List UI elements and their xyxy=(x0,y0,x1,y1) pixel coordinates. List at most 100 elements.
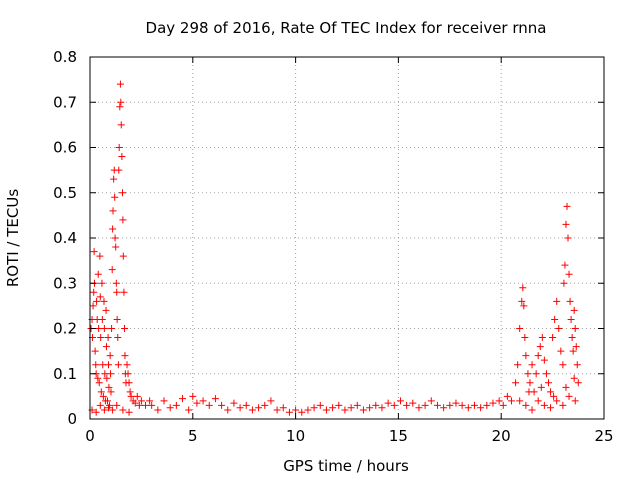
data-point-70 xyxy=(125,379,133,387)
data-point-20 xyxy=(98,279,106,287)
data-point-18 xyxy=(97,334,105,342)
data-point-63 xyxy=(120,288,128,296)
x-tick-label-1: 5 xyxy=(188,427,198,445)
data-point-116 xyxy=(310,404,318,412)
data-point-111 xyxy=(279,404,287,412)
data-point-50 xyxy=(113,315,121,323)
data-point-95 xyxy=(185,406,193,414)
data-point-57 xyxy=(117,98,125,106)
data-point-147 xyxy=(499,401,507,409)
data-point-205 xyxy=(570,374,578,382)
data-point-52 xyxy=(114,361,122,369)
data-point-96 xyxy=(189,392,197,400)
data-point-149 xyxy=(507,397,515,405)
x-tick-label-3: 15 xyxy=(389,427,408,445)
y-tick-label-2: 0.2 xyxy=(53,320,77,338)
x-tick-labels: 0 5 10 15 20 25 xyxy=(85,427,613,445)
data-point-100 xyxy=(211,395,219,403)
data-point-71 xyxy=(126,388,134,396)
data-point-4 xyxy=(90,288,98,296)
x-tick-label-5: 25 xyxy=(594,427,613,445)
data-point-55 xyxy=(116,103,124,111)
data-point-30 xyxy=(103,374,111,382)
data-point-43 xyxy=(110,175,118,183)
data-point-84 xyxy=(105,404,113,412)
data-point-85 xyxy=(109,406,117,414)
data-point-122 xyxy=(347,404,355,412)
data-point-173 xyxy=(555,325,563,332)
data-point-90 xyxy=(154,406,162,414)
data-point-91 xyxy=(160,397,168,405)
data-point-3 xyxy=(89,302,97,310)
data-point-184 xyxy=(568,334,576,342)
data-point-119 xyxy=(329,404,337,412)
data-point-114 xyxy=(298,408,306,416)
data-point-159 xyxy=(526,379,534,387)
data-point-54 xyxy=(115,144,123,151)
data-point-138 xyxy=(446,401,454,409)
data-point-61 xyxy=(119,216,127,224)
data-point-202 xyxy=(537,383,545,391)
data-point-155 xyxy=(520,302,528,310)
data-point-56 xyxy=(116,80,124,88)
data-point-174 xyxy=(557,347,565,355)
data-point-77 xyxy=(137,397,145,405)
data-point-34 xyxy=(105,383,113,391)
data-point-167 xyxy=(542,370,550,378)
data-point-37 xyxy=(107,370,115,378)
data-point-190 xyxy=(574,379,582,387)
data-point-199 xyxy=(571,397,579,405)
data-point-110 xyxy=(273,406,281,414)
data-point-146 xyxy=(495,397,503,405)
data-point-143 xyxy=(477,404,485,412)
data-point-93 xyxy=(172,401,180,409)
data-point-76 xyxy=(135,401,143,409)
data-point-7 xyxy=(91,347,99,355)
data-point-137 xyxy=(440,404,448,412)
data-point-106 xyxy=(248,406,256,414)
data-point-108 xyxy=(261,401,269,409)
y-tick-label-1: 0.1 xyxy=(53,365,77,383)
data-point-5 xyxy=(90,248,98,256)
data-point-97 xyxy=(193,399,201,407)
data-point-193 xyxy=(534,397,542,405)
data-point-69 xyxy=(124,370,132,378)
data-point-192 xyxy=(528,406,536,414)
data-point-132 xyxy=(409,399,417,407)
data-point-169 xyxy=(547,388,555,396)
data-point-102 xyxy=(224,406,232,414)
data-point-144 xyxy=(483,401,491,409)
data-point-179 xyxy=(563,202,571,210)
data-point-88 xyxy=(125,408,133,416)
data-point-82 xyxy=(96,401,104,409)
data-point-12 xyxy=(94,374,102,382)
data-point-13 xyxy=(94,270,102,278)
data-point-126 xyxy=(372,401,380,409)
data-point-115 xyxy=(304,406,312,414)
data-point-197 xyxy=(559,401,567,409)
data-point-152 xyxy=(516,325,524,332)
data-point-103 xyxy=(230,399,238,407)
data-point-109 xyxy=(267,397,275,405)
data-point-172 xyxy=(553,297,561,305)
data-point-49 xyxy=(113,288,121,296)
x-tick-label-2: 10 xyxy=(286,427,305,445)
data-point-178 xyxy=(562,220,570,228)
data-point-141 xyxy=(464,404,472,412)
data-point-187 xyxy=(571,325,579,332)
data-point-121 xyxy=(341,406,349,414)
chart-title: Day 298 of 2016, Rate Of TEC Index for r… xyxy=(146,19,547,37)
data-point-154 xyxy=(519,284,527,292)
data-point-87 xyxy=(119,406,127,414)
data-point-204 xyxy=(562,383,570,391)
data-point-45 xyxy=(111,193,119,201)
data-point-41 xyxy=(109,225,117,233)
data-point-74 xyxy=(131,399,139,407)
data-point-186 xyxy=(570,306,578,314)
data-point-133 xyxy=(415,404,423,412)
data-point-64 xyxy=(121,325,129,332)
data-point-128 xyxy=(384,399,392,407)
data-point-86 xyxy=(113,401,121,409)
